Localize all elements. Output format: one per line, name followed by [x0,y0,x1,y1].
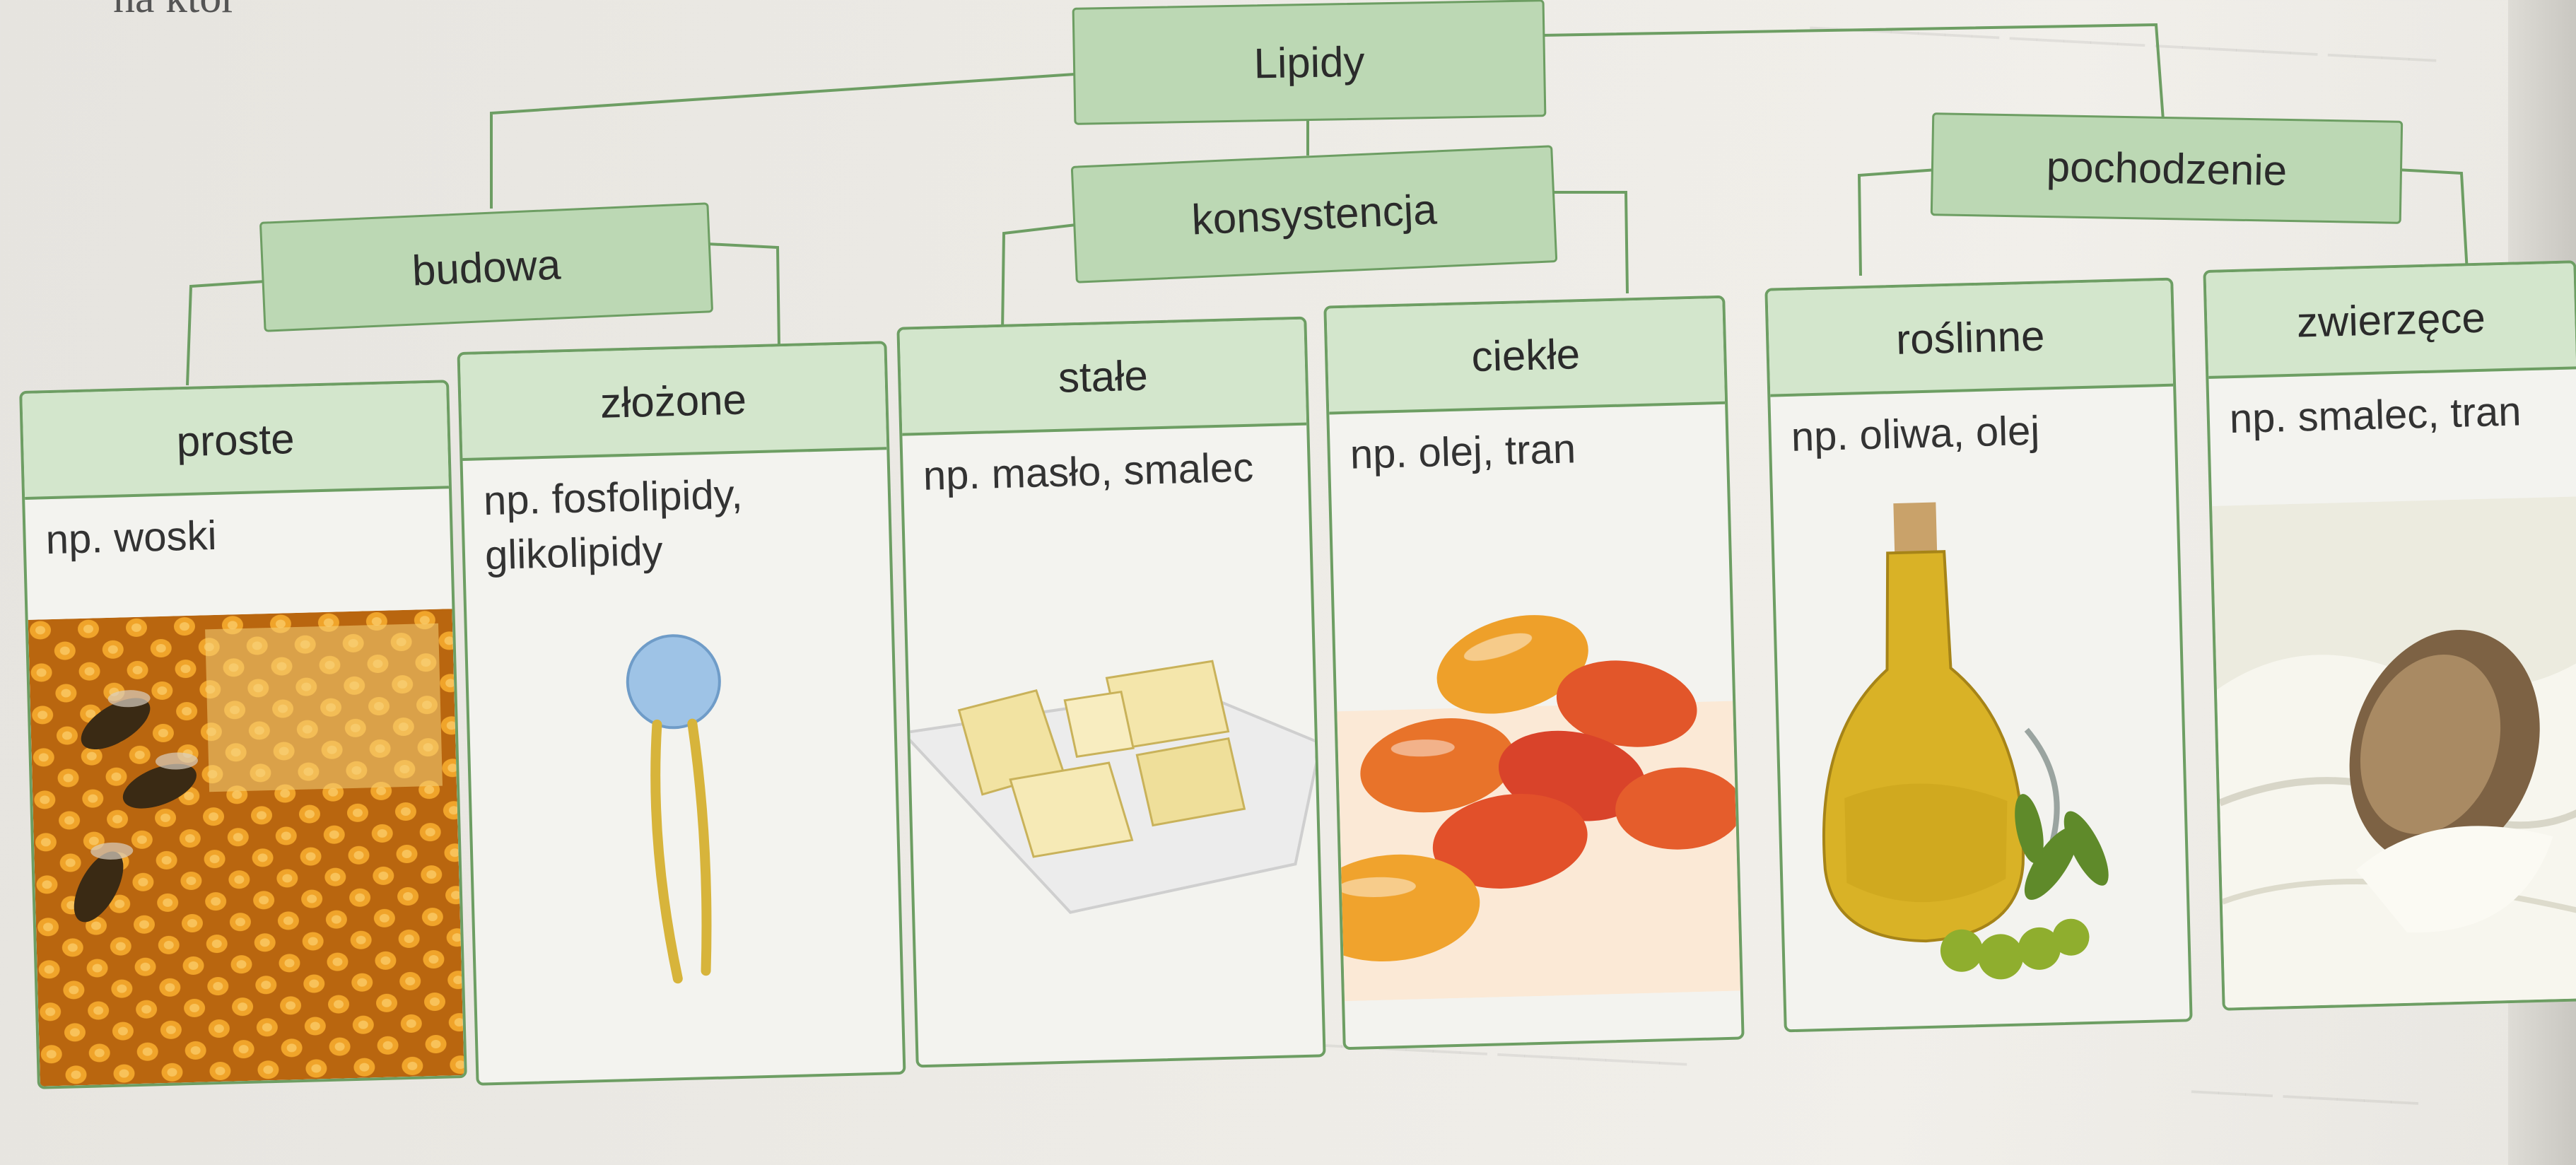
group-box-pochodzenie: pochodzenie [1930,112,2404,224]
group-label-budowa: budowa [411,240,562,295]
root-label: Lipidy [1253,37,1365,87]
card-title-zlozone: złożone [459,344,887,461]
connector-budowa-proste [186,280,266,386]
card-example-proste: np. woski [45,512,218,563]
card-zwierzece: zwierzęce np. smalec, tran [2203,260,2576,1011]
connector-konsystencja-ciekle [1551,191,1629,294]
group-label-pochodzenie: pochodzenie [2046,142,2288,194]
card-example-zlozone: np. fosfolipidy, glikolipidy [483,471,744,578]
page-text-fragment: na któr [113,0,236,23]
card-title-zwierzece: zwierzęce [2206,263,2576,379]
card-roslinne: roślinne np. oliwa, olej [1764,277,2193,1033]
card-title-stale: stałe [899,319,1307,436]
card-proste: proste np. woski [19,380,467,1089]
connector-root-pochodzenie [1540,23,2165,121]
card-ciekle: ciekłe np. olej, tran [1323,295,1745,1050]
connector-pochodzenie-zwierzece [2396,168,2469,273]
card-title-ciekle: ciekłe [1326,298,1726,415]
card-example-stale: np. masło, smalec [923,444,1255,499]
card-stale: stałe np. masło, smalec [896,316,1326,1068]
butter-cubes-on-plate-image [900,660,1323,914]
card-zlozone: złożone np. fosfolipidy, glikolipidy [457,341,906,1086]
olive-branch-icon [2015,794,2109,900]
card-example-roslinne: np. oliwa, olej [1790,407,2041,460]
connector-konsystencja-stale [1001,223,1077,333]
group-label-konsystencja: konsystencja [1190,185,1438,244]
polar-head-icon [626,634,721,730]
fatty-acid-tail-icon [687,718,712,976]
cork-icon [1893,502,1938,554]
olive-oil-bottle-image [1822,502,2109,980]
connector-root-budowa [490,73,1075,209]
phospholipid-model-image [626,634,721,984]
root-box-lipidy: Lipidy [1072,0,1547,125]
capsule-icon [1334,615,1740,961]
card-example-ciekle: np. olej, tran [1349,426,1576,478]
card-example-zwierzece: np. smalec, tran [2229,388,2522,443]
honeycomb-with-bees-image [28,609,464,1087]
lard-with-spoon-image [2212,496,2576,1008]
card-title-proste: proste [22,382,449,500]
fish-oil-capsules-image [1334,615,1740,1002]
bee-icon [74,698,197,923]
connector-budowa-zlozone [706,242,780,347]
group-box-konsystencja: konsystencja [1070,145,1558,283]
card-title-roslinne: roślinne [1767,280,2174,397]
fatty-acid-tail-icon [650,719,683,984]
connector-pochodzenie-roslinne [1857,168,1938,276]
group-box-budowa: budowa [259,202,714,332]
